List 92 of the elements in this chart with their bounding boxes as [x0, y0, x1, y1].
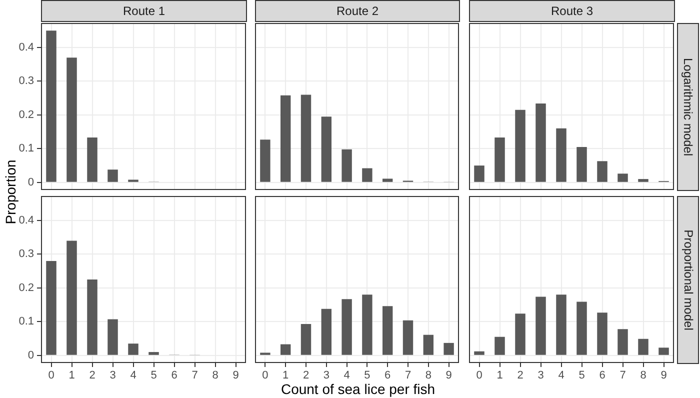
bar — [148, 352, 159, 355]
bar — [494, 336, 505, 355]
x-tick-label: 4 — [558, 370, 564, 382]
x-tick-label: 9 — [660, 370, 667, 382]
bar — [658, 348, 669, 355]
x-tick-label: 8 — [425, 370, 432, 382]
bar — [618, 174, 628, 182]
x-tick-label: 9 — [446, 370, 452, 382]
bar — [474, 351, 484, 355]
x-tick-label: 6 — [599, 370, 606, 382]
bar — [66, 58, 77, 182]
bar — [342, 299, 352, 355]
bar — [515, 314, 526, 355]
bar — [423, 334, 434, 355]
y-axis-title: Proportion — [2, 160, 18, 224]
y-tick-label: 0.4 — [18, 41, 34, 54]
x-tick-label: 7 — [620, 370, 626, 382]
x-tick-label: 2 — [517, 370, 524, 382]
bar — [402, 320, 414, 355]
bar — [300, 94, 312, 182]
x-tick-label: 4 — [344, 370, 350, 382]
x-tick-label: 1 — [68, 370, 75, 382]
x-tick-label: 1 — [496, 370, 503, 382]
text: Logarithmic model — [681, 58, 696, 156]
x-tick-label: 5 — [578, 370, 585, 382]
bar — [342, 149, 352, 182]
x-tick-label: 6 — [384, 370, 391, 382]
bar — [382, 306, 393, 355]
x-tick-label: 4 — [130, 370, 136, 382]
chart-title: Route 3 — [469, 0, 675, 22]
bar — [280, 344, 291, 355]
bar — [382, 178, 393, 182]
bar — [280, 95, 291, 182]
bar — [362, 168, 372, 182]
y-tick-label: 0 — [28, 349, 34, 362]
bar — [46, 30, 56, 182]
bar — [536, 296, 546, 355]
bar — [576, 146, 587, 182]
y-tick-label: 0.2 — [18, 108, 34, 121]
y-tick-label: 0.4 — [18, 214, 34, 226]
y-tick-label: 0.2 — [18, 282, 34, 294]
x-tick-label: 9 — [232, 370, 239, 382]
x-tick-label: 7 — [192, 370, 198, 382]
bar — [597, 312, 608, 355]
bar — [66, 240, 77, 355]
bar — [87, 280, 98, 355]
y-tick-label: 0.3 — [18, 75, 34, 88]
text: Proportional model — [681, 230, 696, 330]
bar — [108, 170, 118, 182]
bar — [474, 166, 484, 182]
bar — [108, 319, 118, 355]
x-tick-label: 8 — [212, 370, 218, 382]
bar — [556, 128, 566, 182]
bar — [515, 110, 526, 182]
bar — [597, 161, 608, 182]
bar — [444, 342, 454, 355]
x-tick-label: 1 — [282, 370, 289, 382]
x-tick-label: 2 — [89, 370, 96, 382]
x-tick-label: 3 — [538, 370, 544, 382]
bar — [536, 103, 546, 182]
bar — [638, 179, 648, 182]
chart-title: Route 2 — [255, 0, 460, 22]
x-tick-label: 0 — [262, 370, 268, 382]
x-tick-label: 7 — [404, 370, 412, 382]
bar — [618, 329, 628, 355]
chart-title: Route 1 — [41, 0, 247, 22]
x-tick-label: 5 — [364, 370, 370, 382]
y-tick-label: 0.1 — [18, 316, 34, 328]
bar — [576, 302, 587, 355]
bar — [260, 140, 270, 182]
bar — [321, 308, 332, 355]
x-tick-label: 0 — [476, 370, 482, 382]
bar — [556, 294, 566, 355]
x-tick-label: 0 — [48, 370, 54, 382]
bar — [300, 324, 312, 355]
x-tick-label: 2 — [302, 370, 310, 382]
y-tick-label: 0.1 — [18, 142, 34, 155]
x-tick-label: 8 — [640, 370, 646, 382]
bar — [362, 294, 372, 355]
bar — [128, 344, 138, 355]
x-axis-title: Count of sea lice per fish — [280, 381, 436, 397]
x-tick-label: 6 — [171, 370, 178, 382]
bar — [87, 138, 98, 182]
bar — [46, 260, 56, 355]
x-tick-label: 3 — [323, 370, 330, 382]
y-tick-label: 0.3 — [18, 248, 34, 260]
x-tick-label: 3 — [110, 370, 116, 382]
bar — [494, 138, 505, 182]
x-tick-label: 5 — [150, 370, 157, 382]
y-tick-label: 0 — [28, 176, 34, 188]
bar — [638, 338, 648, 355]
bar — [321, 116, 332, 182]
